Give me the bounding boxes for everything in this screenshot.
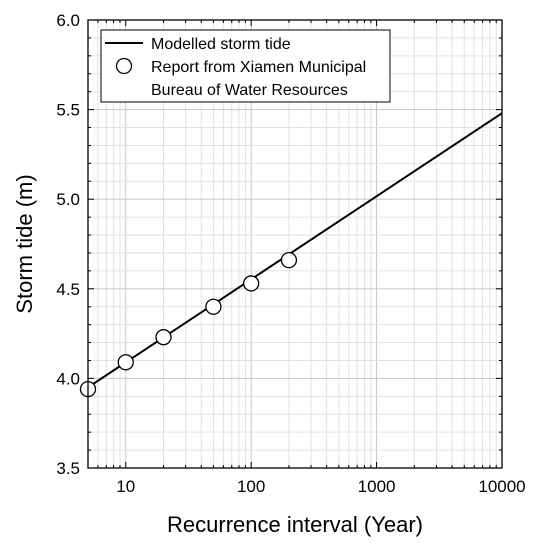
plot-frame [87, 19, 503, 469]
axis-ticks: 10 100 1000 10000 3.5 4.0 4.5 5.0 5.5 6.0 [56, 11, 525, 496]
legend-box [100, 29, 391, 103]
y-tick-label: 3.5 [56, 459, 80, 478]
report-data-point [155, 329, 172, 346]
report-data-point [117, 354, 134, 371]
modelled-storm-tide-line [87, 112, 503, 389]
y-tick-label: 5.5 [56, 101, 80, 120]
legend-label-modelled: Modelled storm tide [151, 36, 291, 53]
x-tick-label: 10000 [478, 477, 525, 496]
legend: Modelled storm tide Report from Xiamen M… [100, 29, 391, 103]
x-tick-label: 1000 [358, 477, 396, 496]
x-tick-label: 10 [116, 477, 135, 496]
y-axis-title: Storm tide (m) [12, 174, 37, 313]
report-data-point [205, 298, 222, 315]
y-tick-label: 5.0 [56, 190, 80, 209]
report-data-point [243, 275, 260, 292]
x-tick-label: 100 [237, 477, 265, 496]
y-tick-label: 6.0 [56, 11, 80, 30]
legend-label-report-line2: Bureau of Water Resources [151, 82, 348, 99]
y-tick-label: 4.0 [56, 369, 80, 388]
plot-series [79, 112, 503, 398]
legend-label-report-line1: Report from Xiamen Municipal [151, 59, 366, 76]
report-data-point [280, 251, 298, 269]
y-tick-label: 4.5 [56, 280, 80, 299]
x-axis-title: Recurrence interval (Year) [167, 512, 423, 537]
legend-circle-swatch [115, 57, 133, 75]
